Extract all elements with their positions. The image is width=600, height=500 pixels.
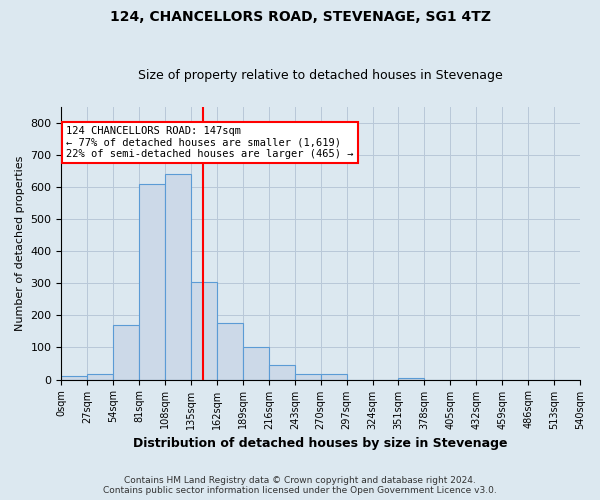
Bar bbox=[191, 282, 217, 380]
Bar bbox=[398, 378, 424, 380]
Bar bbox=[61, 376, 88, 380]
Text: 124 CHANCELLORS ROAD: 147sqm
← 77% of detached houses are smaller (1,619)
22% of: 124 CHANCELLORS ROAD: 147sqm ← 77% of de… bbox=[66, 126, 354, 159]
Bar bbox=[243, 348, 269, 380]
Bar bbox=[295, 374, 321, 380]
Text: Contains HM Land Registry data © Crown copyright and database right 2024.
Contai: Contains HM Land Registry data © Crown c… bbox=[103, 476, 497, 495]
Bar bbox=[165, 174, 191, 380]
Text: 124, CHANCELLORS ROAD, STEVENAGE, SG1 4TZ: 124, CHANCELLORS ROAD, STEVENAGE, SG1 4T… bbox=[110, 10, 491, 24]
Bar bbox=[269, 365, 295, 380]
Title: Size of property relative to detached houses in Stevenage: Size of property relative to detached ho… bbox=[139, 69, 503, 82]
Bar bbox=[217, 324, 243, 380]
Bar bbox=[113, 325, 139, 380]
Bar bbox=[139, 184, 165, 380]
Y-axis label: Number of detached properties: Number of detached properties bbox=[15, 156, 25, 331]
Bar bbox=[88, 374, 113, 380]
Bar bbox=[321, 374, 347, 380]
X-axis label: Distribution of detached houses by size in Stevenage: Distribution of detached houses by size … bbox=[133, 437, 508, 450]
